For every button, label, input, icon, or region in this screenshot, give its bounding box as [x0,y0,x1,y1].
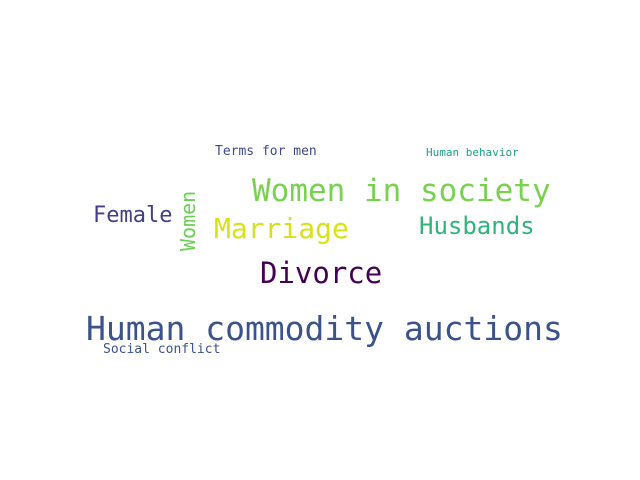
word-husbands: Husbands [419,212,535,240]
word-social-conflict: Social conflict [103,342,221,357]
word-terms-for-men: Terms for men [215,144,317,159]
word-women: Women [176,190,200,251]
word-human-behavior: Human behavior [426,146,519,159]
word-women-in-society: Women in society [252,173,551,209]
word-female: Female [93,203,173,228]
word-human-commodity-auctions: Human commodity auctions [86,309,563,348]
word-divorce: Divorce [260,256,383,290]
word-marriage: Marriage [214,212,349,245]
